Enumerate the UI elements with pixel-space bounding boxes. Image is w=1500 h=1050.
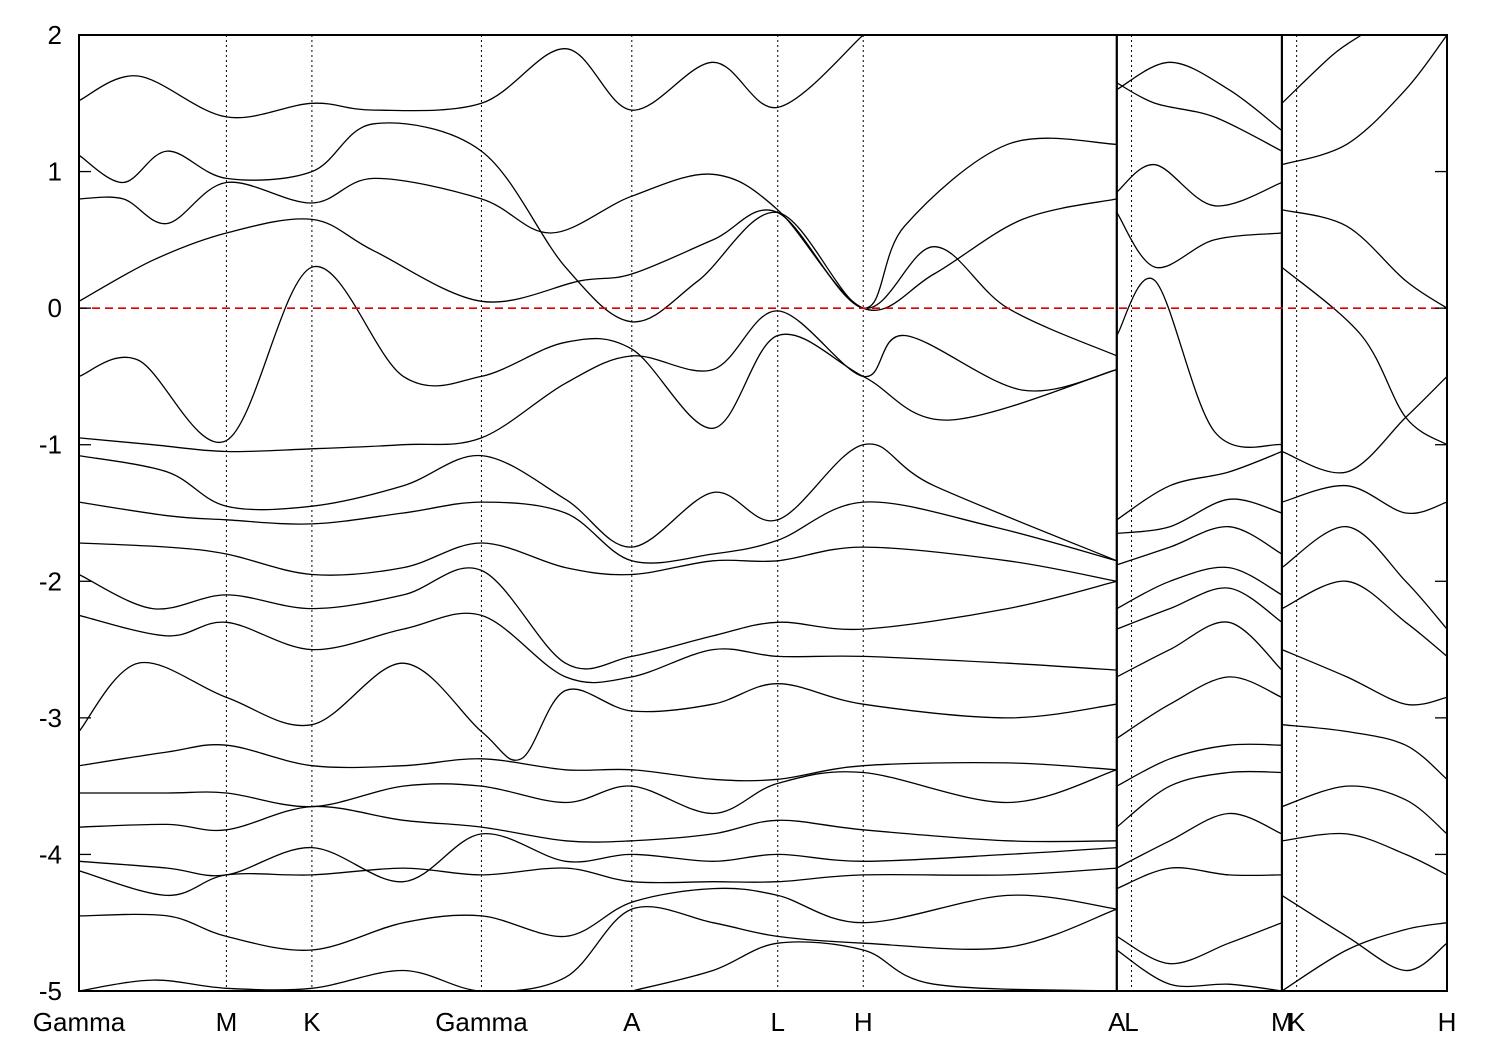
y-tick-label: 0 <box>48 293 62 323</box>
x-axis-kpoint-labels: Gamma M K Gamma A L H AL MK H <box>33 1007 1457 1037</box>
kpoint-label: A <box>1108 1007 1126 1037</box>
band-line-30 <box>1116 621 1282 678</box>
band-line-43 <box>1281 485 1448 515</box>
band-line-41 <box>1281 35 1362 104</box>
band-line-26 <box>1116 498 1282 535</box>
band-line-31 <box>1116 676 1282 739</box>
band-line-11 <box>79 661 1117 761</box>
band-line-46 <box>1281 648 1448 706</box>
band-line-3 <box>79 35 864 119</box>
k-point-divider-lines <box>225 35 1298 991</box>
band-line-36 <box>1116 922 1282 965</box>
band-line-18 <box>79 905 1117 991</box>
band-line-19 <box>631 941 1117 991</box>
band-line-2 <box>79 122 1117 323</box>
band-line-40 <box>1281 35 1448 166</box>
band-line-42 <box>1281 375 1448 474</box>
y-tick-label: 2 <box>48 20 62 50</box>
band-line-39 <box>1281 209 1448 309</box>
band-line-5 <box>79 310 1117 453</box>
band-line-34 <box>1116 812 1282 869</box>
band-line-50 <box>1281 894 1448 972</box>
band-line-28 <box>1116 566 1282 610</box>
band-lines <box>79 35 1448 991</box>
band-line-10 <box>79 612 1117 684</box>
band-line-12 <box>79 744 1117 782</box>
band-line-49 <box>1281 832 1448 876</box>
band-line-33 <box>1116 770 1282 828</box>
band-line-24 <box>1116 61 1282 132</box>
kpoint-label: L <box>771 1007 785 1037</box>
y-tick-label: 1 <box>48 157 62 187</box>
kpoint-label: Gamma <box>33 1007 126 1037</box>
band-line-13 <box>79 769 1117 815</box>
band-line-27 <box>1116 526 1282 566</box>
band-line-35 <box>1116 867 1282 890</box>
band-line-32 <box>1116 743 1282 787</box>
band-line-0 <box>79 209 1117 357</box>
band-line-8 <box>79 542 1117 582</box>
kpoint-label: H <box>854 1007 873 1037</box>
kpoint-label: Gamma <box>435 1007 528 1037</box>
plot-frame <box>78 34 1448 992</box>
band-line-47 <box>1281 724 1448 780</box>
band-line-7 <box>79 501 1117 564</box>
band-line-37 <box>1116 949 1282 991</box>
y-tick-label: -1 <box>39 430 62 460</box>
y-tick-label: -2 <box>39 566 62 596</box>
band-line-9 <box>79 567 1117 670</box>
band-line-38 <box>1281 266 1448 446</box>
band-line-23 <box>1116 82 1282 152</box>
band-line-20 <box>1116 277 1282 448</box>
kpoint-label: M <box>216 1007 238 1037</box>
band-line-29 <box>1116 587 1282 630</box>
band-line-6 <box>79 443 1117 562</box>
band-line-15 <box>79 833 1117 883</box>
band-line-51 <box>1281 922 1448 991</box>
band-line-14 <box>79 805 1117 843</box>
kpoint-label: H <box>1438 1007 1457 1037</box>
kpoint-label: L <box>1124 1007 1138 1037</box>
band-line-1 <box>79 173 1117 311</box>
band-line-22 <box>1116 164 1282 207</box>
y-tick-label: -4 <box>39 839 62 869</box>
y-tick-label: -5 <box>39 976 62 1006</box>
band-line-21 <box>1116 212 1282 269</box>
kpoint-label: K <box>1288 1007 1306 1037</box>
kpoint-label: M <box>1271 1007 1293 1037</box>
band-line-25 <box>1116 450 1282 521</box>
kpoint-label: A <box>623 1007 641 1037</box>
band-line-45 <box>1281 580 1448 657</box>
band-line-16 <box>79 867 1117 897</box>
kpoint-label: K <box>303 1007 321 1037</box>
band-line-4 <box>79 265 1117 444</box>
band-line-48 <box>1281 785 1448 835</box>
band-line-17 <box>79 887 1117 951</box>
y-tick-label: -3 <box>39 703 62 733</box>
band-line-44 <box>1281 526 1448 630</box>
